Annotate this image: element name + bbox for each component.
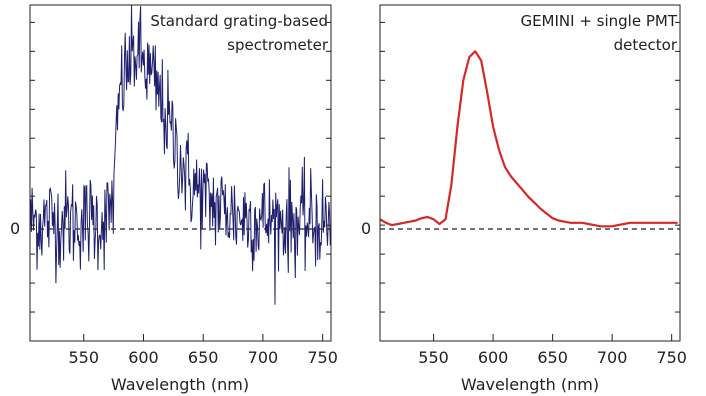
x-tick-label: 600 (478, 348, 509, 367)
y-zero-label-right: 0 (361, 219, 371, 238)
title-line-2: detector (614, 36, 678, 54)
x-axis-label: Wavelength (nm) (461, 375, 599, 394)
x-tick-label: 550 (68, 348, 99, 367)
panel-left: 0 Standard grating-based spectrometer 55… (10, 4, 338, 394)
y-zero-label-left: 0 (10, 219, 20, 238)
title-line-1: GEMINI + single PMT (520, 12, 677, 30)
x-tick-label: 650 (537, 348, 568, 367)
series-line (29, 4, 332, 305)
title-line-2: spectrometer (227, 36, 329, 54)
y-tick-label-zero: 0 (10, 219, 20, 238)
series-line (379, 50, 678, 228)
plot-frame (379, 4, 681, 342)
y-ticks (30, 21, 331, 313)
x-tick-label: 750 (307, 348, 338, 367)
x-tick-label: 650 (188, 348, 219, 367)
x-tick-label: 700 (597, 348, 628, 367)
x-tick-label: 700 (248, 348, 279, 367)
x-axis-label: Wavelength (nm) (111, 375, 249, 394)
x-tick-label: 550 (418, 348, 449, 367)
y-tick-label-zero: 0 (361, 219, 371, 238)
title-line-1: Standard grating-based (150, 12, 328, 30)
panel-title: Standard grating-based spectrometer (150, 12, 328, 54)
x-ticks: 550 600 650 700 750 (418, 334, 687, 367)
y-ticks (380, 21, 680, 313)
x-tick-label: 750 (656, 348, 687, 367)
x-tick-label: 600 (128, 348, 159, 367)
panel-title: GEMINI + single PMT detector (520, 12, 677, 54)
x-ticks: 550 600 650 700 750 (68, 334, 338, 367)
plot-frame (29, 4, 332, 342)
noisy-spectrum-series (29, 4, 332, 305)
gemini-spectrum-series (379, 50, 678, 228)
panel-right: 0 GEMINI + single PMT detector 550 600 650… (361, 4, 687, 394)
